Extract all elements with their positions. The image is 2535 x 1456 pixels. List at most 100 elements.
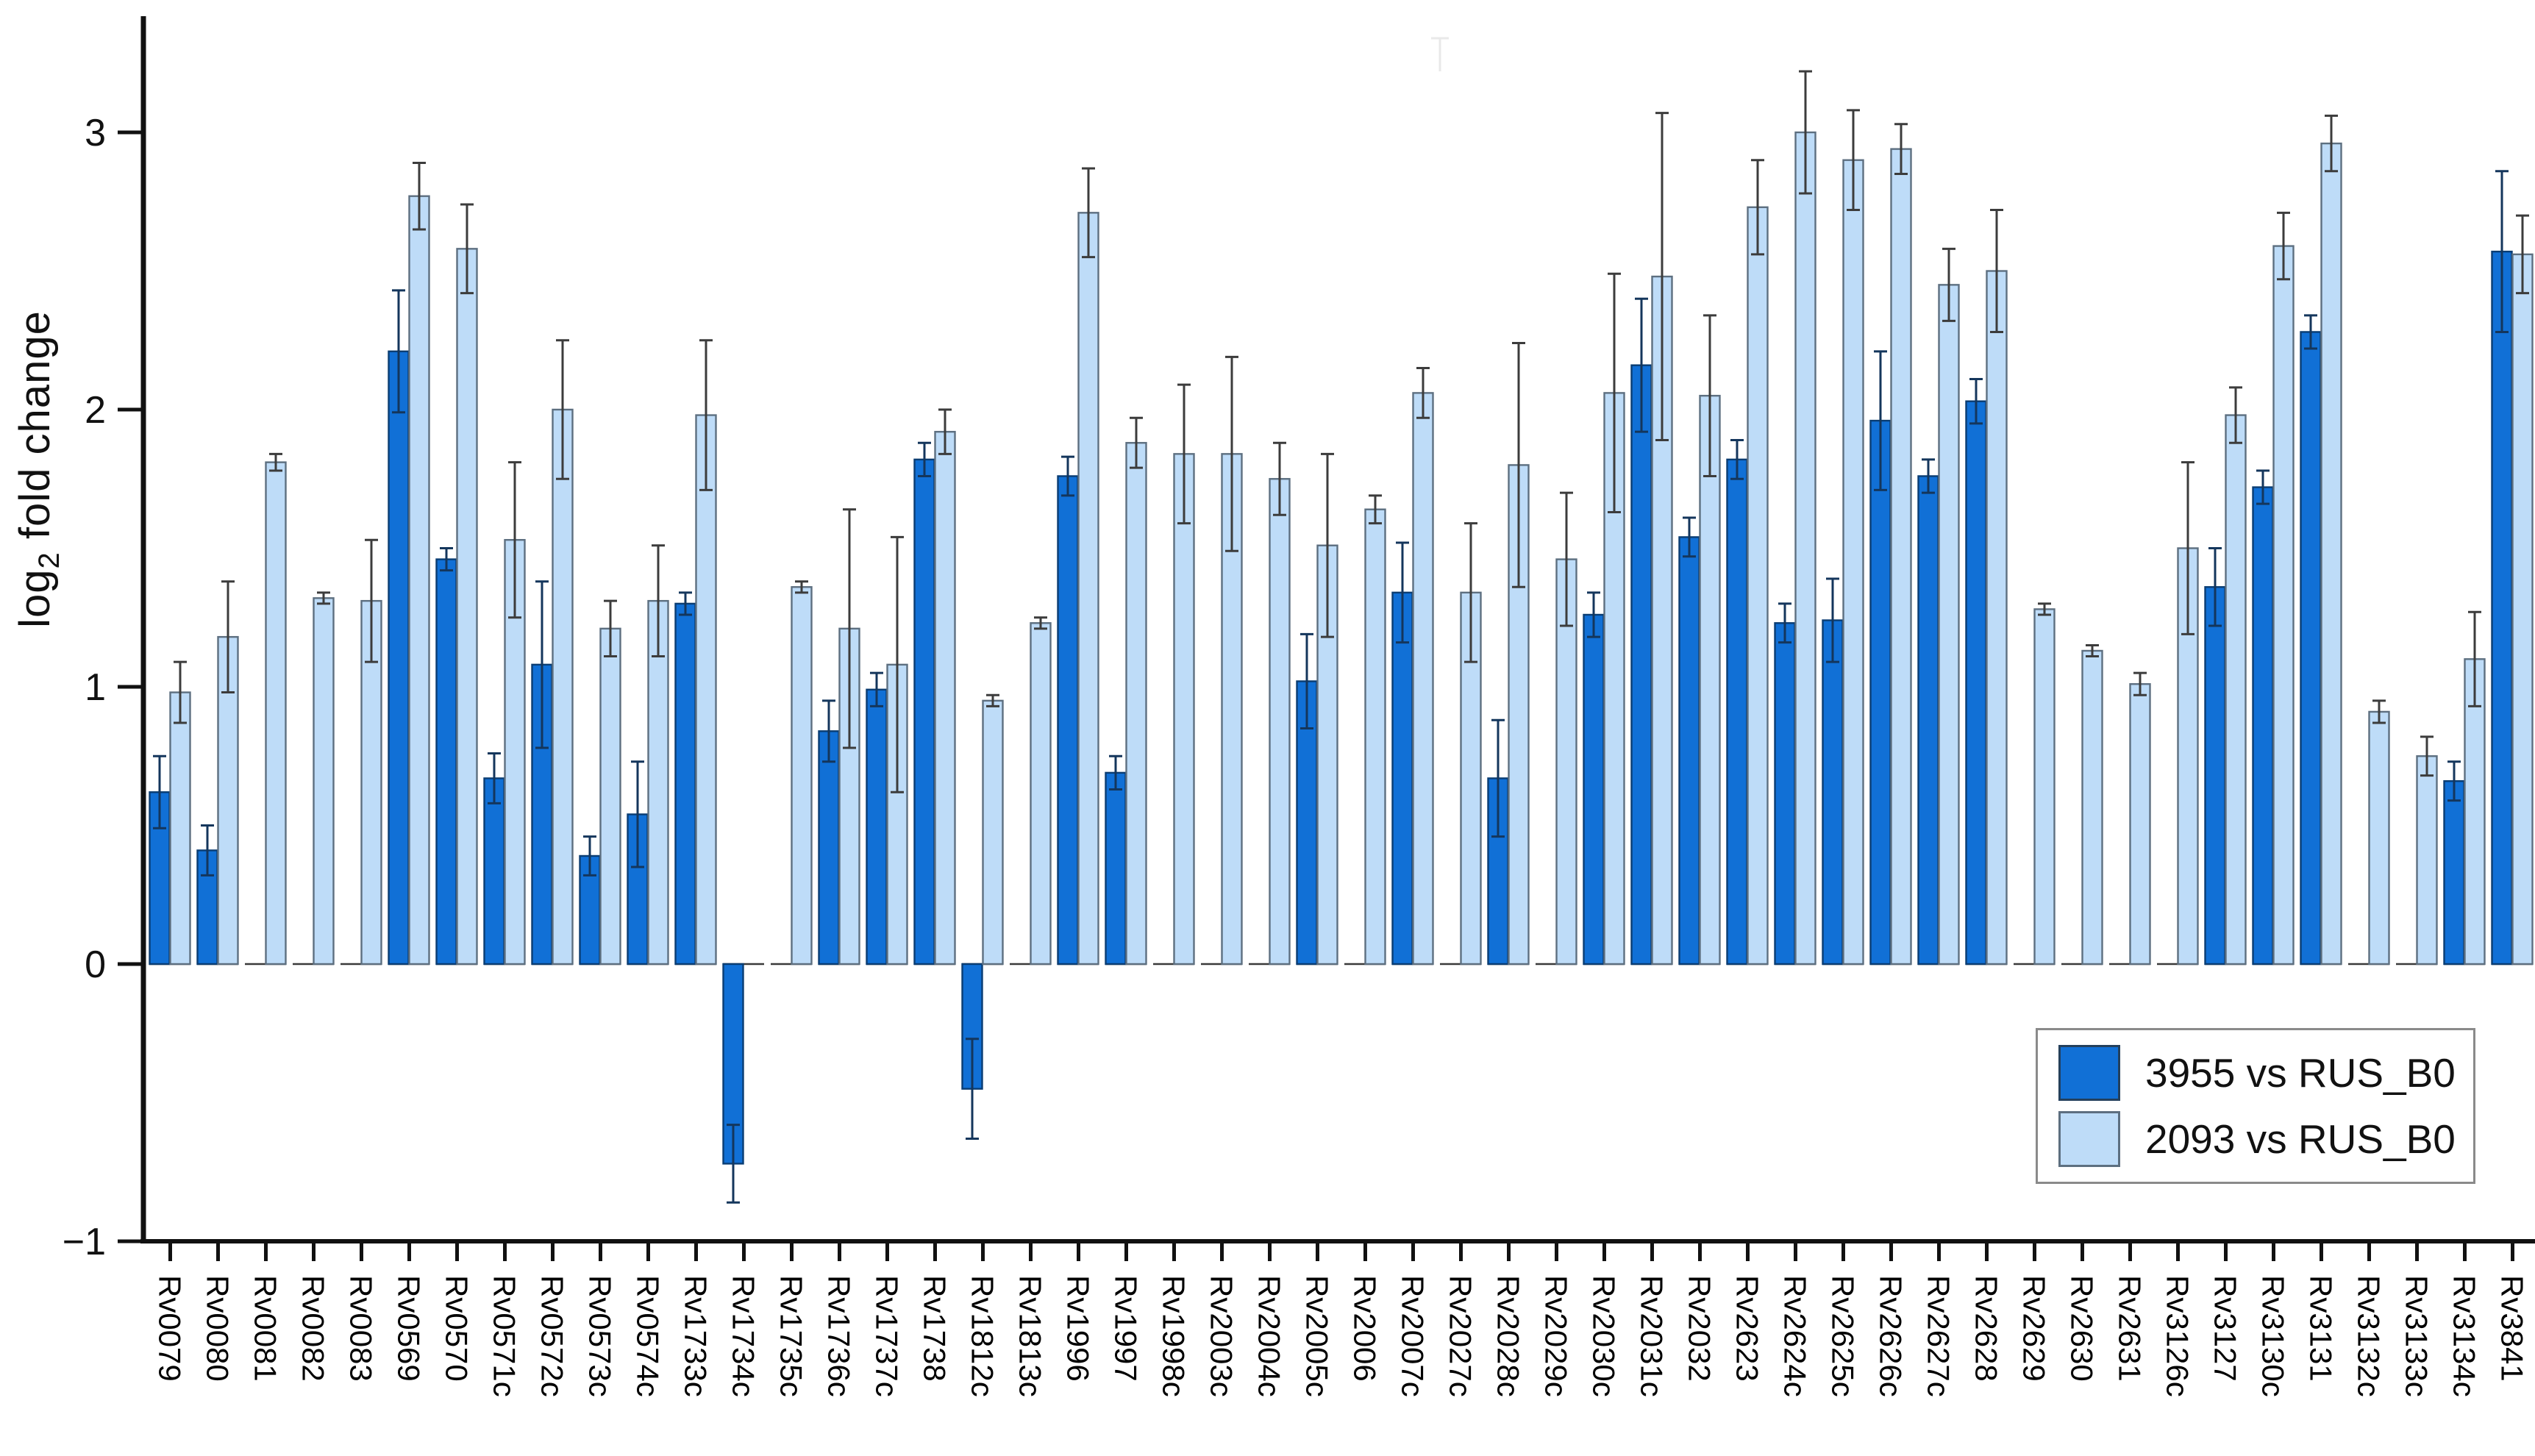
bar-Rv2625c-3955 xyxy=(1822,619,1844,966)
x-tick-label-Rv2624c: Rv2624c xyxy=(1778,1275,1813,1397)
x-tick-label-Rv1997: Rv1997 xyxy=(1109,1275,1144,1382)
y-tick-label: 3 xyxy=(85,112,106,154)
bar-Rv1998c-2093 xyxy=(1173,453,1195,966)
x-tick-label-Rv2030c: Rv2030c xyxy=(1587,1275,1622,1397)
bar-Rv1736c-3955 xyxy=(818,730,840,966)
bar-Rv2624c-3955 xyxy=(1774,622,1796,966)
bar-Rv3841-2093 xyxy=(2511,253,2534,966)
bar-Rv2007c-3955 xyxy=(1391,591,1413,966)
bar-Rv2627c-2093 xyxy=(1938,284,1960,966)
y-axis-title-prefix: log xyxy=(11,568,60,628)
y-tick-label: 1 xyxy=(85,666,106,709)
x-tick-label-Rv0571c: Rv0571c xyxy=(488,1275,522,1397)
x-tick-label-Rv2006: Rv2006 xyxy=(1348,1275,1383,1382)
bar-Rv2004c-2093 xyxy=(1269,478,1291,966)
y-tick-label: 2 xyxy=(85,389,106,432)
bar-Rv0571c-3955 xyxy=(483,777,505,966)
bar-Rv3841-3955 xyxy=(2491,250,2513,966)
bar-Rv1735c-2093 xyxy=(791,586,813,966)
bar-Rv3133c-2093 xyxy=(2416,755,2438,966)
x-tick-label-Rv3132c: Rv3132c xyxy=(2352,1275,2386,1397)
bar-Rv2625c-2093 xyxy=(1842,159,1864,966)
x-tick-label-Rv1737c: Rv1737c xyxy=(870,1275,905,1397)
axes xyxy=(140,16,2535,1243)
y-axis-title-rest: fold change xyxy=(11,310,60,552)
bar-Rv1737c-3955 xyxy=(866,688,888,966)
x-tick-label-Rv1736c: Rv1736c xyxy=(822,1275,857,1397)
x-tick-label-Rv1998c: Rv1998c xyxy=(1157,1275,1191,1397)
y-axis-ticks: 3 2 1 0 −1 xyxy=(63,112,143,1263)
x-tick-label-Rv1813c: Rv1813c xyxy=(1013,1275,1048,1397)
x-tick-label-Rv0080: Rv0080 xyxy=(201,1275,235,1382)
bar-Rv2629-2093 xyxy=(2033,608,2056,966)
bar-Rv1997-3955 xyxy=(1105,771,1127,966)
bar-Rv3131-3955 xyxy=(2300,331,2322,966)
faint-artifact-mark xyxy=(1431,37,1449,71)
x-tick-label-Rv2630: Rv2630 xyxy=(2065,1275,2100,1382)
bar-Rv3127-2093 xyxy=(2225,414,2247,966)
bar-Rv1996-3955 xyxy=(1057,475,1079,966)
bar-Rv2623-2093 xyxy=(1747,206,1769,966)
bars-layer xyxy=(149,131,2534,1165)
x-tick-label-Rv0574c: Rv0574c xyxy=(631,1275,666,1397)
x-tick-label-Rv2629: Rv2629 xyxy=(2017,1275,2052,1382)
x-tick-label-Rv2028c: Rv2028c xyxy=(1491,1275,1526,1397)
x-tick-label-Rv1735c: Rv1735c xyxy=(774,1275,809,1397)
bar-Rv0082-2093 xyxy=(313,597,335,966)
bar-Rv0081-2093 xyxy=(265,461,287,966)
y-tick-label: 0 xyxy=(85,943,106,986)
x-tick-label-Rv0570: Rv0570 xyxy=(440,1275,474,1382)
bar-Rv2031c-3955 xyxy=(1630,364,1652,966)
error-bars-layer xyxy=(153,70,2529,1204)
bar-Rv0573c-2093 xyxy=(599,627,621,966)
bar-Rv1738-3955 xyxy=(913,458,935,966)
bar-Rv3132c-2093 xyxy=(2368,710,2390,966)
bar-Rv2628-3955 xyxy=(1965,400,1987,966)
bar-Rv1733c-3955 xyxy=(674,602,696,966)
bar-Rv3131-2093 xyxy=(2320,142,2342,966)
x-tick-label-Rv2004c: Rv2004c xyxy=(1252,1275,1287,1397)
bar-Rv2030c-3955 xyxy=(1583,613,1605,966)
y-axis-title: log2 fold change xyxy=(10,310,66,628)
legend-label-2093: 2093 vs RUS_B0 xyxy=(2145,1116,2456,1162)
bar-Rv3130c-2093 xyxy=(2272,245,2295,966)
y-tick-label: −1 xyxy=(63,1221,106,1263)
x-tick-label-Rv2031c: Rv2031c xyxy=(1635,1275,1669,1397)
x-axis-ticks: Rv0079 Rv0080 Rv0081 Rv0082 Rv0083 Rv0569 Rv05… xyxy=(153,1243,2530,1397)
bar-Rv2631-2093 xyxy=(2129,683,2151,966)
bar-Rv3127-3955 xyxy=(2204,586,2226,966)
x-tick-label-Rv3133c: Rv3133c xyxy=(2400,1275,2434,1397)
bar-Rv3134c-3955 xyxy=(2443,779,2465,966)
bar-Rv1733c-2093 xyxy=(695,414,717,966)
x-tick-label-Rv2027c: Rv2027c xyxy=(1444,1275,1478,1397)
bar-Rv0570-2093 xyxy=(456,248,478,966)
x-tick-label-Rv1733c: Rv1733c xyxy=(679,1275,713,1397)
bar-Rv2032-3955 xyxy=(1678,536,1700,966)
x-tick-label-Rv1734c: Rv1734c xyxy=(727,1275,761,1397)
x-tick-label-Rv2626c: Rv2626c xyxy=(1874,1275,1908,1397)
x-tick-label-Rv0082: Rv0082 xyxy=(296,1275,331,1382)
x-tick-label-Rv3127: Rv3127 xyxy=(2208,1275,2243,1382)
x-tick-label-Rv1996: Rv1996 xyxy=(1061,1275,1096,1382)
x-tick-label-Rv2007c: Rv2007c xyxy=(1396,1275,1430,1397)
x-tick-label-Rv2628: Rv2628 xyxy=(1969,1275,2004,1382)
bar-Rv2626c-2093 xyxy=(1890,148,1912,966)
x-tick-label-Rv2625c: Rv2625c xyxy=(1826,1275,1861,1397)
legend-label-3955: 3955 vs RUS_B0 xyxy=(2145,1050,2456,1096)
bar-Rv2006-2093 xyxy=(1364,508,1386,966)
x-tick-label-Rv0572c: Rv0572c xyxy=(535,1275,570,1397)
x-tick-label-Rv3131: Rv3131 xyxy=(2304,1275,2339,1382)
legend-swatch-dark-blue xyxy=(2058,1045,2120,1101)
legend: 3955 vs RUS_B0 2093 vs RUS_B0 xyxy=(2036,1028,2475,1184)
bar-Rv0572c-2093 xyxy=(552,408,574,966)
bar-Rv2032-2093 xyxy=(1699,394,1721,966)
x-tick-label-Rv3126c: Rv3126c xyxy=(2161,1275,2195,1397)
bar-Rv1812c-2093 xyxy=(982,699,1004,966)
x-tick-label-Rv0573c: Rv0573c xyxy=(583,1275,618,1397)
bar-Rv1813c-2093 xyxy=(1030,622,1052,966)
bar-Rv1997-2093 xyxy=(1125,442,1147,966)
bar-Rv0569-2093 xyxy=(408,195,430,966)
bar-Rv2628-2093 xyxy=(1986,270,2008,966)
x-tick-label-Rv2005c: Rv2005c xyxy=(1300,1275,1335,1397)
x-tick-label-Rv0083: Rv0083 xyxy=(344,1275,379,1382)
